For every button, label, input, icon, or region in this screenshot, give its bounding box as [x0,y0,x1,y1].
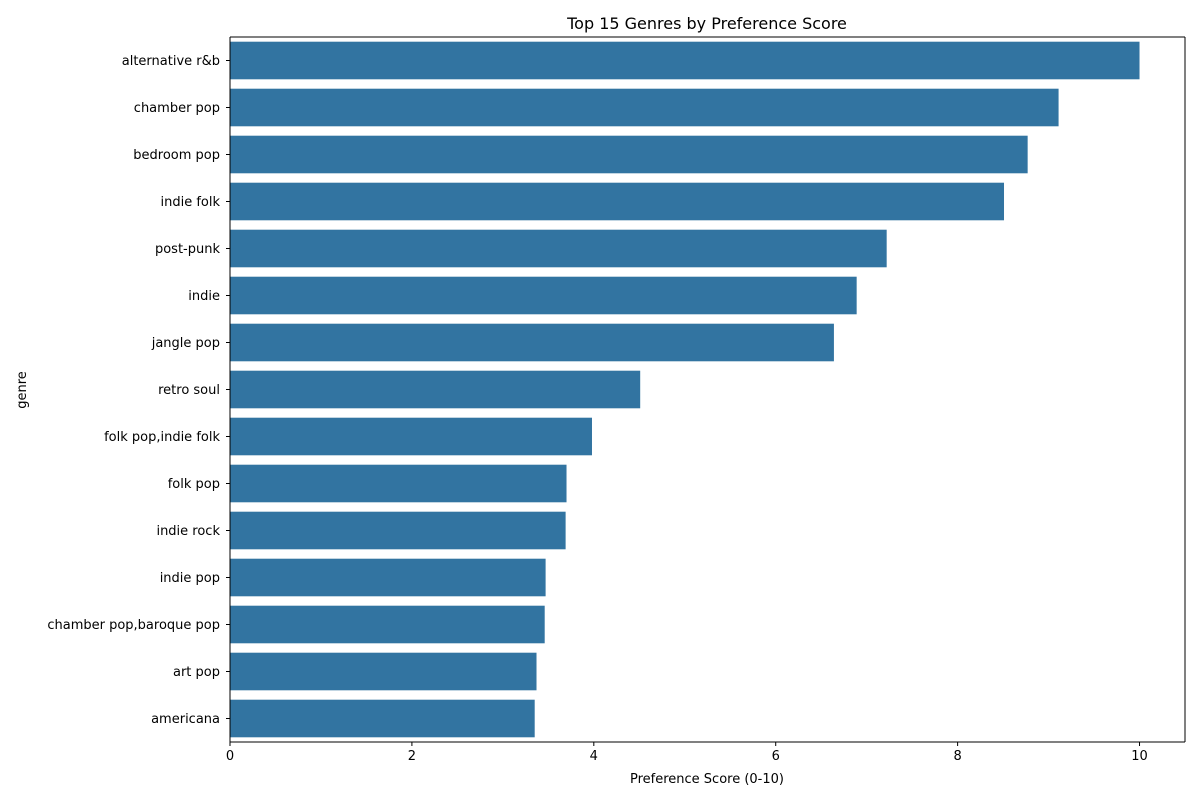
bar [230,370,641,409]
y-tick-label: retro soul [158,383,220,398]
y-axis-ticks: alternative r&b chamber pop bedroom pop ind… [47,54,230,727]
y-tick-label: jangle pop [151,336,220,351]
bar [230,182,1005,221]
bar [230,511,566,550]
x-tick-label: 2 [408,749,416,764]
bar [230,229,887,268]
bar [230,276,857,315]
y-tick-label: americana [151,712,220,727]
axis-spines [229,36,1186,743]
y-tick-label: post-punk [155,242,220,257]
x-axis-ticks: 0 2 4 6 8 10 [226,742,1148,764]
y-tick-label: bedroom pop [133,148,220,163]
y-tick-label: art pop [173,665,220,680]
x-tick-label: 4 [590,749,598,764]
y-tick-label: indie [188,289,220,304]
x-tick-label: 0 [226,749,234,764]
bar [230,135,1028,174]
y-axis-label: genre [15,371,30,409]
y-tick-label: indie folk [160,195,220,210]
bar [230,41,1140,80]
bar [230,88,1059,127]
x-tick-label: 8 [953,749,961,764]
bar [230,605,545,644]
y-tick-label: folk pop [168,477,220,492]
bar [230,558,546,597]
bar [230,323,834,362]
y-tick-label: chamber pop,baroque pop [47,618,220,633]
chart-title: Top 15 Genres by Preference Score [566,14,847,33]
y-tick-label: folk pop,indie folk [104,430,220,445]
bar [230,464,567,503]
bar [230,652,537,691]
y-tick-label: chamber pop [134,101,220,116]
x-tick-label: 10 [1131,749,1148,764]
y-tick-label: indie pop [160,571,220,586]
x-axis-label: Preference Score (0-10) [630,772,784,787]
bar [230,417,592,456]
x-tick-label: 6 [772,749,780,764]
y-tick-label: alternative r&b [122,54,220,69]
bar [230,699,535,738]
y-tick-label: indie rock [156,524,220,539]
bars-group [230,41,1140,738]
